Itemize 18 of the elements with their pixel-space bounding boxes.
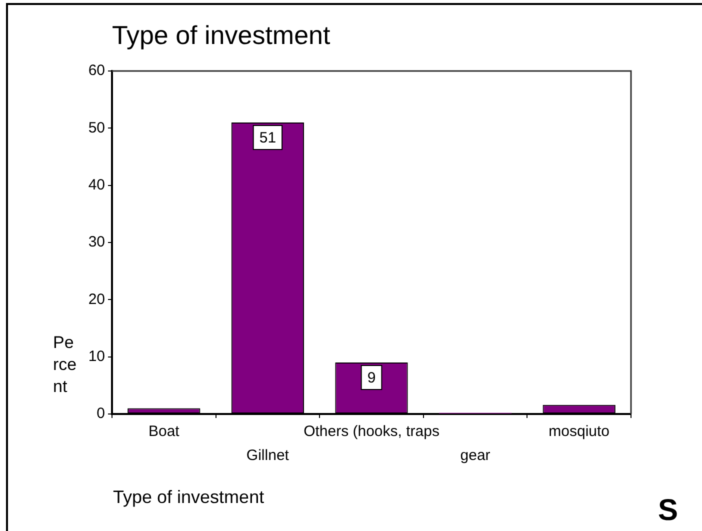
x-tick-label: gear xyxy=(460,447,490,464)
y-axis-title: Percent xyxy=(53,332,78,398)
x-tick-label: mosqiuto xyxy=(548,423,610,440)
x-tick-label: Gillnet xyxy=(246,447,290,464)
x-tick-label: Others (hooks, traps xyxy=(304,423,440,440)
text: S xyxy=(658,494,678,527)
y-tick-label: 10 xyxy=(88,348,105,365)
y-tick-label: 60 xyxy=(88,62,105,80)
y-tick-label: 50 xyxy=(88,119,105,136)
y-tick-label: 0 xyxy=(96,405,105,422)
y-tick-label: 20 xyxy=(88,290,105,308)
data-label: 9 xyxy=(367,370,376,387)
data-label: 51 xyxy=(259,130,276,147)
chart-title: Type of investment xyxy=(112,20,330,50)
y-tick-label: 30 xyxy=(88,234,105,251)
x-axis-title: Type of investment xyxy=(113,487,264,507)
x-tick-label: Boat xyxy=(148,423,180,440)
y-tick-label: 40 xyxy=(88,176,105,194)
